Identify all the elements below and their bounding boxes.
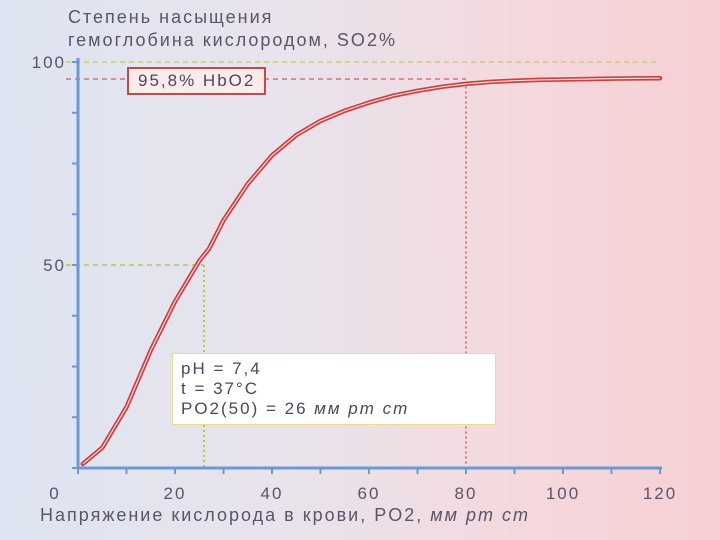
ph-value: pH = 7,4 xyxy=(181,359,262,378)
x-axis-title: Напряжение кислорода в крови, PO2, мм рт… xyxy=(40,505,530,526)
p50-main: PO2(50) = 26 xyxy=(181,399,308,418)
y-tick-label-50: 50 xyxy=(43,256,66,275)
curve-inner-0 xyxy=(82,77,661,465)
y-axis-title-line2: гемоглобина кислородом, SO2% xyxy=(68,30,397,50)
y-axis-title-line1: Степень насыщения xyxy=(68,7,274,27)
x-tick-label-120: 120 xyxy=(643,484,677,503)
p50-value: PO2(50) = 26 мм рт ст xyxy=(181,399,487,419)
y-tick-label-100: 100 xyxy=(32,53,66,72)
x-tick-label-100: 100 xyxy=(546,484,580,503)
temperature-value: t = 37°C xyxy=(181,379,260,398)
saturation-curve xyxy=(80,75,663,467)
x-tick-label-40: 40 xyxy=(261,484,284,503)
tick-marks: 0 20 40 60 80 100 120 50 100 xyxy=(32,53,677,503)
x-tick-label-20: 20 xyxy=(164,484,187,503)
x-tick-label-80: 80 xyxy=(455,484,478,503)
saturation-callout: 95,8% HbO2 xyxy=(127,67,267,95)
x-tick-label-60: 60 xyxy=(358,484,381,503)
x-tick-label-0: 0 xyxy=(49,484,60,503)
p50-unit: мм рт ст xyxy=(314,399,410,418)
conditions-box: pH = 7,4 t = 37°C PO2(50) = 26 мм рт ст xyxy=(172,353,496,425)
x-axis-title-main: Напряжение кислорода в крови, PO2, xyxy=(40,505,424,525)
x-axis-title-unit: мм рт ст xyxy=(430,505,530,525)
y-axis-title: Степень насыщения гемоглобина кислородом… xyxy=(68,6,397,52)
